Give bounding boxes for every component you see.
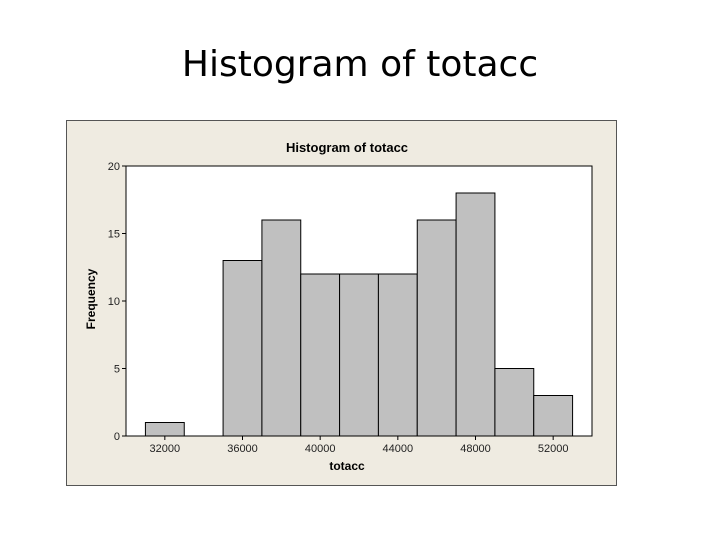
x-tick-label: 48000 bbox=[460, 443, 491, 455]
x-tick-label: 36000 bbox=[227, 443, 258, 455]
x-tick-label: 32000 bbox=[150, 443, 181, 455]
histogram-bar bbox=[300, 273, 341, 437]
histogram-bar bbox=[455, 192, 496, 437]
y-tick-label: 5 bbox=[114, 364, 120, 376]
y-tick-label: 10 bbox=[108, 296, 120, 308]
histogram-bar bbox=[377, 273, 418, 437]
histogram-bar bbox=[144, 422, 185, 437]
x-tick-label: 52000 bbox=[538, 443, 569, 455]
histogram-bar bbox=[416, 219, 457, 437]
y-tick-label: 0 bbox=[114, 431, 120, 443]
slide-title: Histogram of totacc bbox=[181, 44, 539, 85]
x-tick-label: 44000 bbox=[383, 443, 414, 455]
y-tick-label: 15 bbox=[108, 229, 120, 241]
x-tick-label: 40000 bbox=[305, 443, 336, 455]
y-axis-label: Frequency bbox=[84, 268, 98, 329]
histogram-figure: 0 5 10 15 20 32000 36000 40000 44000 48000 52000 H… bbox=[66, 120, 617, 486]
histogram-chart: 0 5 10 15 20 32000 36000 40000 44000 48000 52000 H… bbox=[84, 140, 593, 473]
x-axis-label: totacc bbox=[329, 459, 365, 473]
y-tick-label: 20 bbox=[108, 161, 120, 173]
histogram-bar bbox=[533, 395, 574, 437]
histogram-bar bbox=[339, 273, 379, 437]
chart-title: Histogram of totacc bbox=[286, 140, 408, 155]
bars-layer bbox=[144, 192, 574, 437]
histogram-bar bbox=[222, 260, 263, 437]
axes-layer: 0 5 10 15 20 32000 36000 40000 44000 48000 52000 bbox=[108, 161, 569, 455]
histogram-bar bbox=[494, 368, 535, 437]
histogram-bar bbox=[261, 219, 302, 437]
